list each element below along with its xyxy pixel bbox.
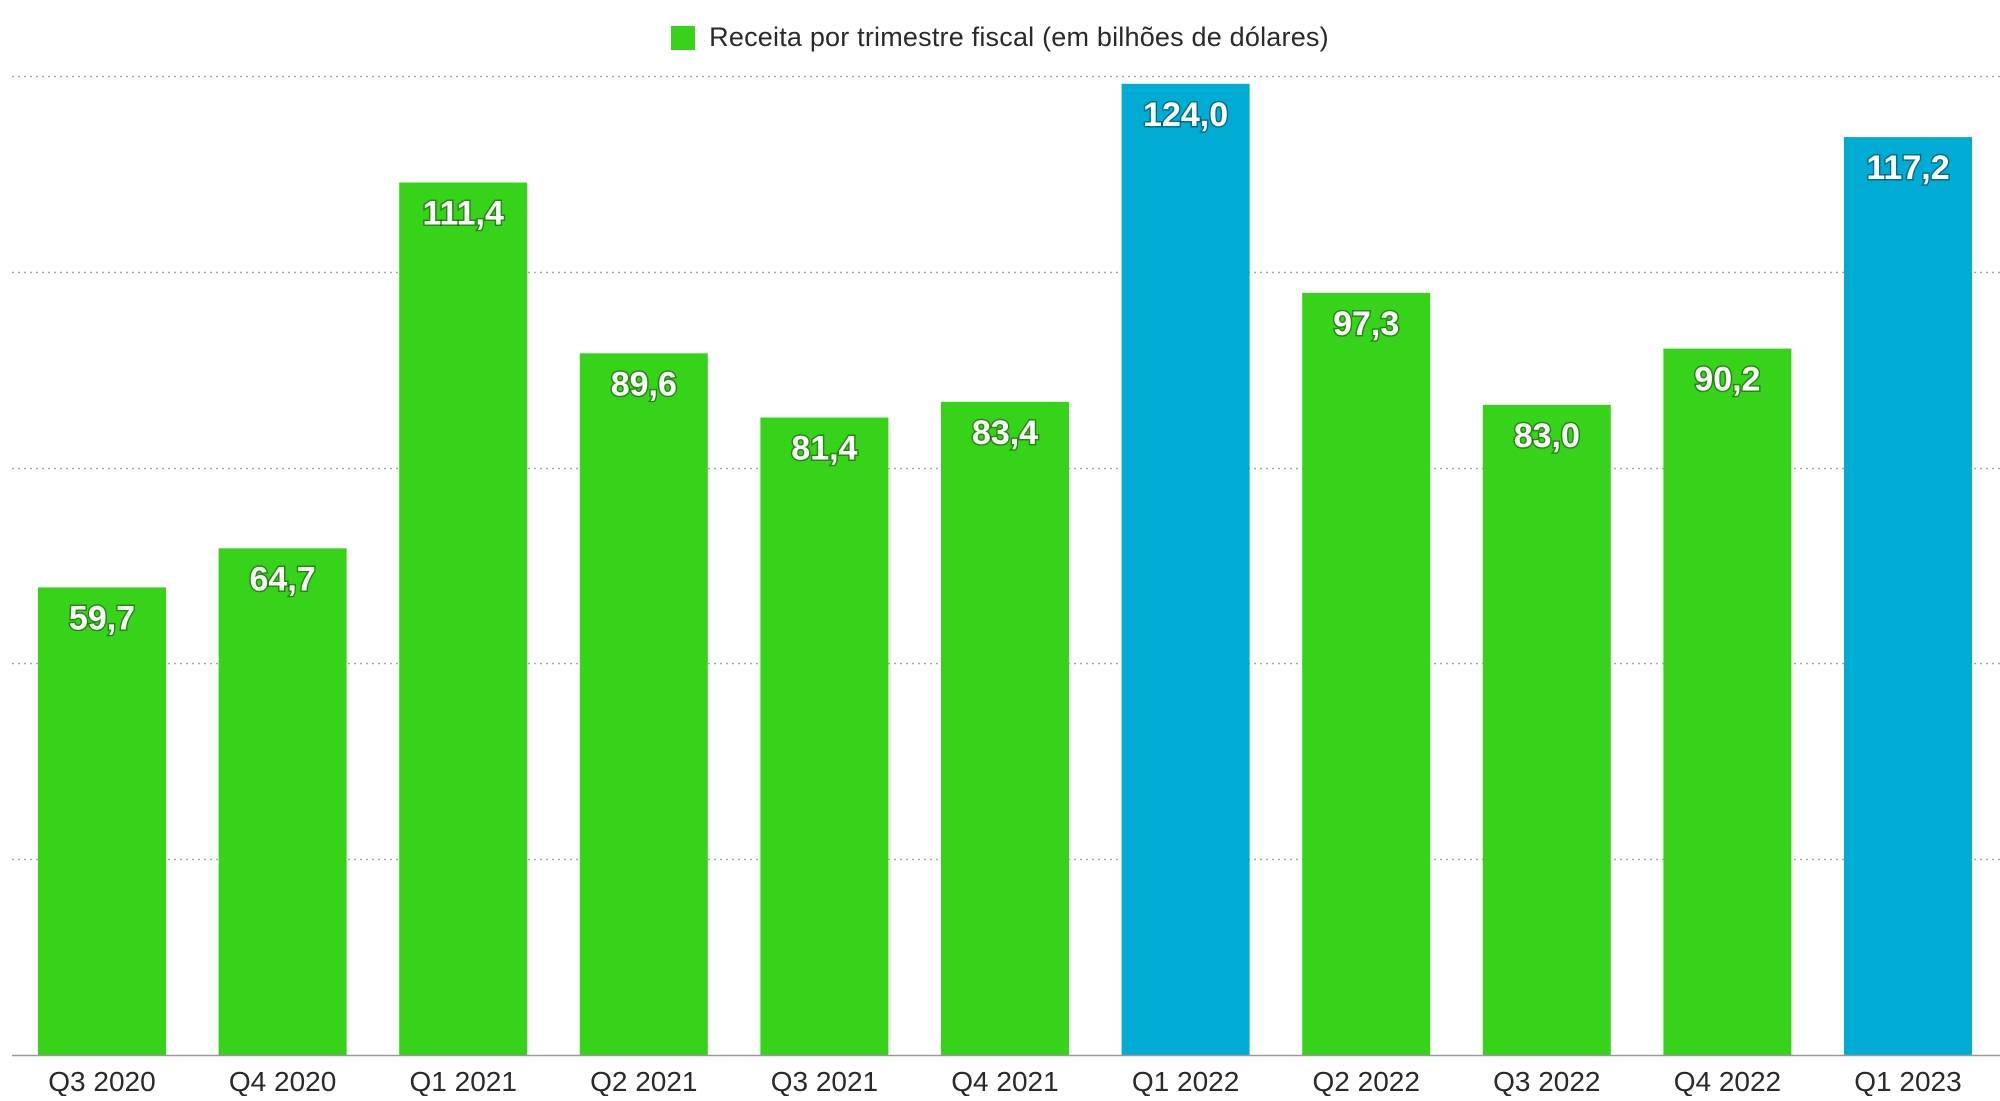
- bar: [1663, 348, 1792, 1056]
- bar-value-label: 97,3: [1333, 305, 1399, 343]
- bar: [579, 353, 708, 1055]
- bar: [760, 417, 889, 1055]
- x-tick-label: Q4 2020: [229, 1066, 336, 1096]
- bar-value-label: 83,4: [972, 414, 1038, 452]
- x-tick-label: Q3 2022: [1493, 1066, 1600, 1096]
- x-tick-label: Q1 2022: [1132, 1066, 1239, 1096]
- bar-value-label: 81,4: [791, 430, 857, 468]
- bar: [1302, 292, 1431, 1055]
- x-tick-label: Q4 2021: [951, 1066, 1058, 1096]
- bar: [941, 401, 1069, 1055]
- x-tick-label: Q3 2020: [48, 1066, 155, 1096]
- bar: [38, 587, 166, 1055]
- bar-value-label: 111,4: [423, 195, 504, 233]
- x-tick-label: Q2 2021: [590, 1066, 697, 1096]
- bar: [1844, 137, 1972, 1056]
- x-tick-label: Q2 2022: [1312, 1066, 1419, 1096]
- bar-value-label: 90,2: [1694, 361, 1760, 399]
- x-tick-label: Q3 2021: [771, 1066, 878, 1096]
- bar-value-label: 64,7: [250, 560, 316, 598]
- bar-value-label: 83,0: [1514, 417, 1580, 455]
- bar: [399, 182, 528, 1055]
- bar-value-label: 89,6: [611, 365, 677, 403]
- bar-value-label: 59,7: [69, 599, 135, 637]
- bar: [218, 548, 347, 1055]
- bar-value-label: 124,0: [1143, 96, 1228, 134]
- x-tick-label: Q1 2021: [409, 1066, 516, 1096]
- bar: [1121, 83, 1250, 1056]
- bar-value-label: 117,2: [1866, 149, 1949, 187]
- x-tick-label: Q1 2023: [1854, 1066, 1961, 1096]
- bar: [1482, 404, 1611, 1055]
- x-tick-label: Q4 2022: [1674, 1066, 1781, 1096]
